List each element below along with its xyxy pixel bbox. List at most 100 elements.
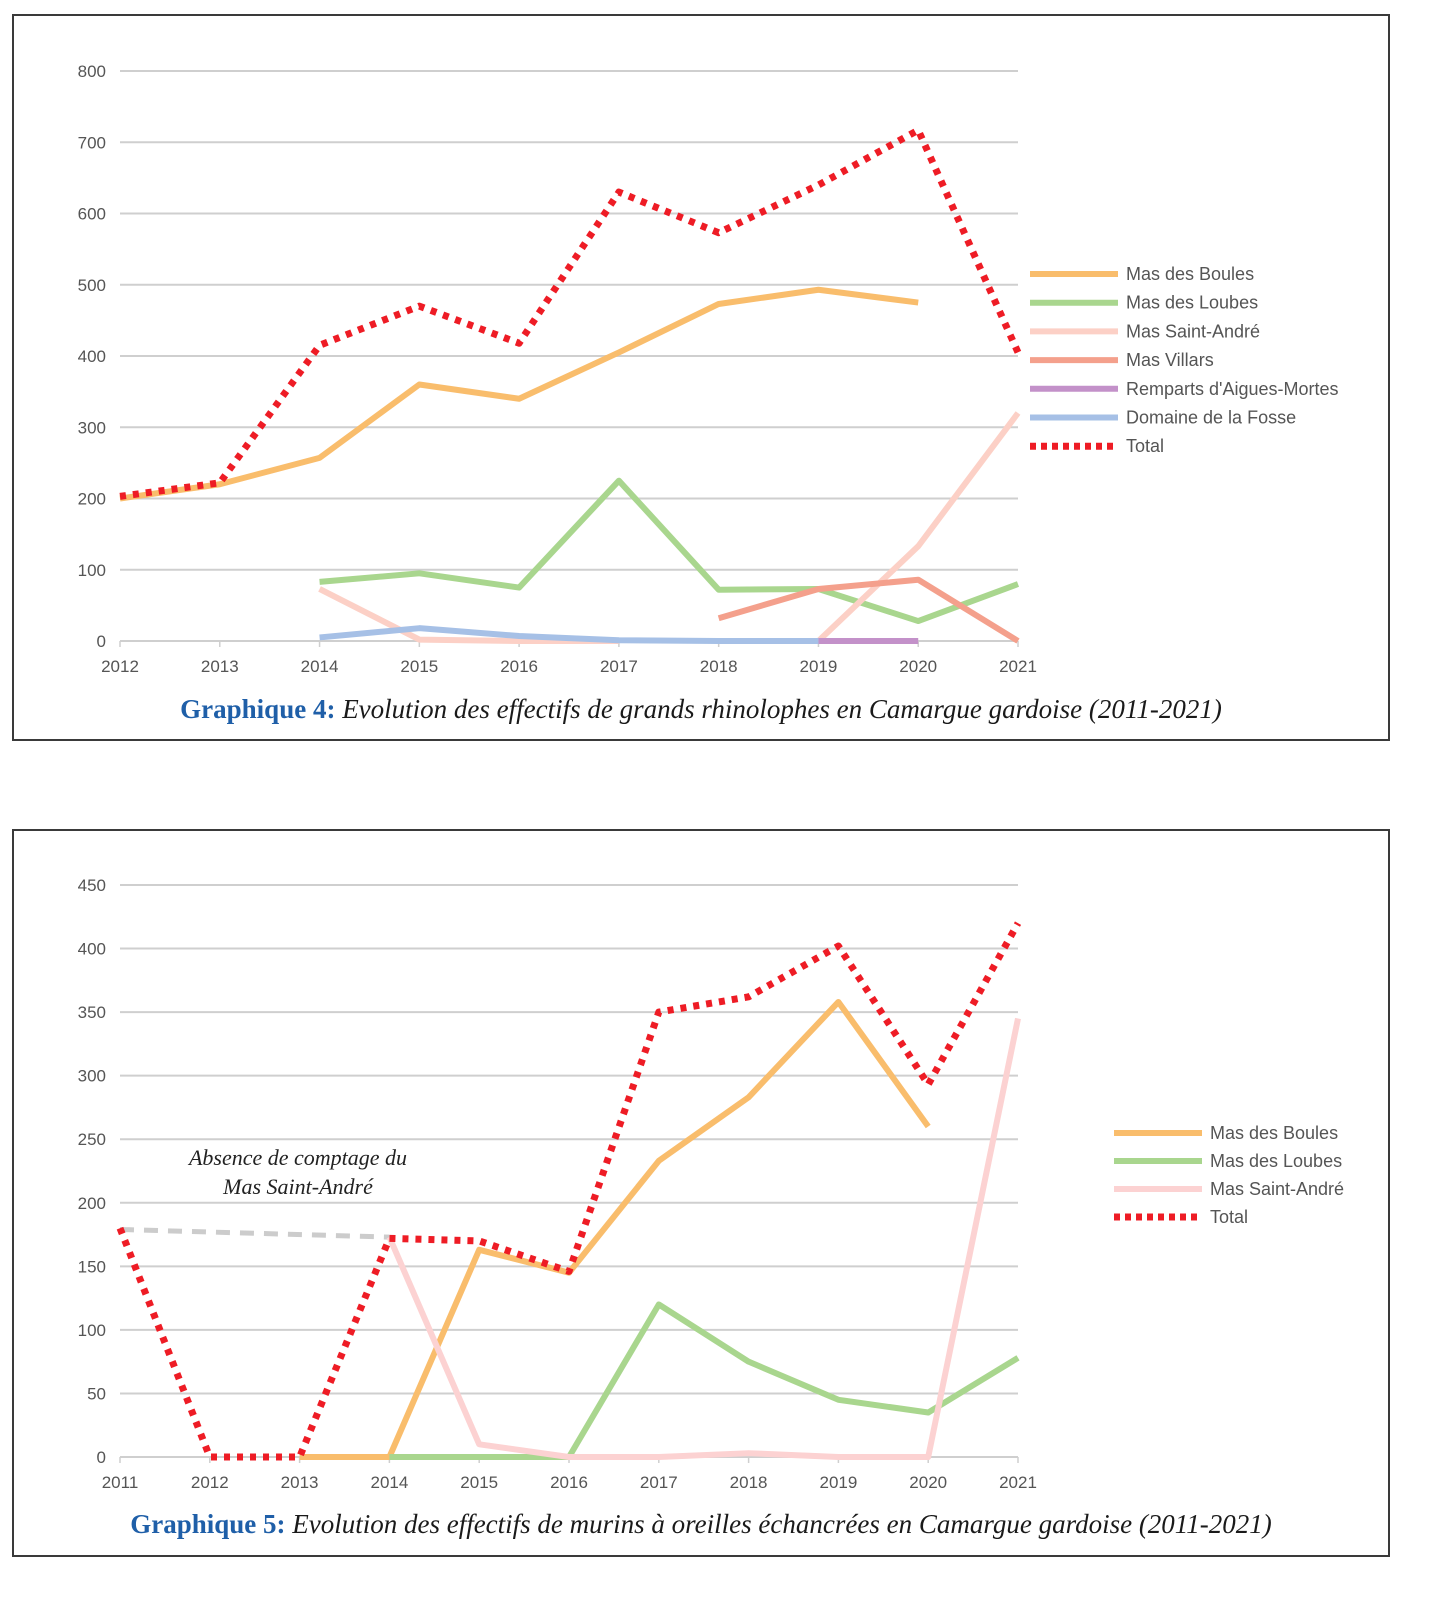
chart-5-point-total bbox=[479, 1240, 480, 1241]
chart-5-point-mas-des-loubes bbox=[658, 1304, 659, 1305]
chart-5-x-tick-label: 2014 bbox=[370, 1473, 408, 1492]
chart-5-point-total bbox=[569, 1271, 570, 1272]
chart-4-point-mas-des-loubes bbox=[319, 581, 320, 582]
chart-4-legend-item: Remparts d'Aigues-Mortes bbox=[1030, 379, 1339, 399]
chart-4-legend-label: Remparts d'Aigues-Mortes bbox=[1126, 379, 1339, 399]
chart-4-frame: 0 100 200 300 400 500 600 700 800 2012 2013 2014 201… bbox=[12, 14, 1390, 741]
chart-5-line-mas-saint-andre bbox=[386, 1017, 1021, 1460]
chart-5-legend-item: Mas des Loubes bbox=[1114, 1151, 1342, 1171]
chart-4-point-mas-villars bbox=[818, 588, 819, 589]
chart-5-y-tick-label: 300 bbox=[78, 1067, 106, 1086]
chart-4-line-mas-villars bbox=[717, 576, 1020, 644]
chart-4-legend-label: Domaine de la Fosse bbox=[1126, 408, 1296, 428]
chart-4-caption: Graphique 4: Evolution des effectifs de … bbox=[14, 694, 1388, 725]
chart-4-legend-item: Mas Saint-André bbox=[1030, 321, 1260, 341]
chart-5-point-mas-saint-andre bbox=[569, 1457, 570, 1458]
chart-4-legend-item: Total bbox=[1030, 436, 1164, 456]
chart-4-line-total bbox=[119, 126, 1022, 500]
chart-4-point-domaine-de-la-fosse bbox=[618, 640, 619, 641]
chart-4-point-mas-des-boules bbox=[818, 289, 819, 290]
chart-5-point-total bbox=[838, 946, 839, 947]
chart-4-x-tick-label: 2017 bbox=[600, 657, 638, 676]
chart-4-series-domaine-de-la-fosse bbox=[319, 625, 819, 644]
chart-4-legend-label: Mas des Boules bbox=[1126, 264, 1254, 284]
chart-4-series-mas-saint-andre bbox=[318, 411, 1021, 644]
chart-4-point-total bbox=[419, 306, 420, 307]
chart-5-x-tick-label: 2019 bbox=[819, 1473, 857, 1492]
chart-4-x-tick-label: 2016 bbox=[500, 657, 538, 676]
chart-5-y-tick-label: 250 bbox=[78, 1130, 106, 1149]
chart-4-point-mas-des-boules bbox=[419, 384, 420, 385]
chart-5-point-total bbox=[658, 1012, 659, 1013]
chart-5-point-total bbox=[120, 1228, 121, 1229]
chart-5-y-tick-label: 0 bbox=[97, 1448, 106, 1467]
chart-5-point-mas-des-loubes bbox=[479, 1457, 480, 1458]
chart-4-legend-label: Mas Villars bbox=[1126, 350, 1214, 370]
chart-4-point-total bbox=[219, 482, 220, 483]
chart-4-legend-label: Total bbox=[1126, 436, 1164, 456]
chart-5-x-tick-label: 2013 bbox=[281, 1473, 319, 1492]
chart-4-legend-label: Mas Saint-André bbox=[1126, 321, 1260, 341]
chart-4-point-mas-saint-andre bbox=[1018, 413, 1019, 414]
chart-4-y-tick-label: 600 bbox=[78, 205, 106, 224]
chart-4-series-total bbox=[119, 126, 1022, 500]
chart-5-point-mas-des-loubes bbox=[389, 1457, 390, 1458]
chart-4-point-domaine-de-la-fosse bbox=[519, 636, 520, 637]
chart-5-series-mas-des-boules bbox=[299, 998, 931, 1460]
chart-4-point-mas-des-boules bbox=[718, 303, 719, 304]
chart-4-y-tick-label: 200 bbox=[78, 490, 106, 509]
chart-5-point-mas-des-boules bbox=[658, 1160, 659, 1161]
chart-5-x-tick-label: 2015 bbox=[460, 1473, 498, 1492]
chart-4-y-tick-label: 700 bbox=[78, 133, 106, 152]
chart-4-point-total bbox=[618, 192, 619, 193]
chart-5-y-tick-label: 100 bbox=[78, 1321, 106, 1340]
chart-4-x-tick-label: 2020 bbox=[899, 657, 937, 676]
chart-4-point-domaine-de-la-fosse bbox=[818, 641, 819, 642]
chart-4-point-mas-des-boules bbox=[319, 457, 320, 458]
chart-4-caption-label: Graphique 4: bbox=[180, 694, 336, 724]
chart-4-y-tick-label: 800 bbox=[78, 62, 106, 81]
chart-5-x-tick-label: 2021 bbox=[999, 1473, 1037, 1492]
chart-4-x-tick-label: 2012 bbox=[101, 657, 139, 676]
chart-4-y-tick-label: 400 bbox=[78, 347, 106, 366]
chart-4-svg: 0 100 200 300 400 500 600 700 800 2012 2013 2014 201… bbox=[78, 62, 1339, 676]
chart-4-point-total bbox=[319, 345, 320, 346]
chart-4-x-tick-label: 2021 bbox=[999, 657, 1037, 676]
chart-5-legend-label: Mas Saint-André bbox=[1210, 1179, 1344, 1199]
chart-5-point-mas-saint-andre bbox=[748, 1453, 749, 1454]
chart-4-point-mas-des-loubes bbox=[519, 587, 520, 588]
chart-4-point-domaine-de-la-fosse bbox=[319, 637, 320, 638]
chart-5-x-tick-label: 2012 bbox=[191, 1473, 229, 1492]
chart-5-point-mas-des-boules bbox=[479, 1249, 480, 1250]
chart-4-x-tick-label: 2018 bbox=[700, 657, 738, 676]
chart-4-point-domaine-de-la-fosse bbox=[419, 628, 420, 629]
chart-4-series-mas-des-loubes bbox=[319, 477, 1020, 625]
chart-5-x-tick-label: 2011 bbox=[102, 1473, 139, 1492]
chart-5-frame: 0 50 100 150 200 250 300 350 400 450 2011 2012 2013 2… bbox=[12, 829, 1390, 1557]
chart-4-point-mas-des-loubes bbox=[419, 573, 420, 574]
chart-4-legend-item: Mas des Loubes bbox=[1030, 293, 1258, 313]
chart-5-point-mas-saint-andre bbox=[928, 1457, 929, 1458]
chart-5-svg: 0 50 100 150 200 250 300 350 400 450 2011 2012 2013 2… bbox=[78, 876, 1344, 1492]
chart-5-legend-item: Mas Saint-André bbox=[1114, 1179, 1344, 1199]
chart-5-y-tick-label: 400 bbox=[78, 940, 106, 959]
chart-5-point-total bbox=[389, 1238, 390, 1239]
chart-5-legend-label: Mas des Boules bbox=[1210, 1123, 1338, 1143]
chart-5-point-mas-des-loubes bbox=[1018, 1357, 1019, 1358]
chart-4-point-mas-saint-andre bbox=[519, 641, 520, 642]
chart-4-line-mas-saint-andre bbox=[816, 411, 1021, 644]
chart-4-point-mas-des-loubes bbox=[918, 621, 919, 622]
chart-4-series-remparts-d-aigues-mortes bbox=[818, 638, 919, 644]
chart-5-line-total bbox=[116, 921, 1022, 1461]
chart-4-line-mas-des-loubes bbox=[319, 477, 1020, 625]
chart-5-y-tick-label: 200 bbox=[78, 1194, 106, 1213]
chart-5-series-estimation-absence-de-comptage bbox=[119, 1226, 390, 1240]
chart-4-point-mas-des-loubes bbox=[718, 589, 719, 590]
chart-5-annotation-line1: Absence de comptage du bbox=[187, 1145, 407, 1170]
chart-5-x-tick-label: 2020 bbox=[909, 1473, 947, 1492]
chart-5-point-total bbox=[928, 1084, 929, 1085]
chart-5-point-mas-saint-andre bbox=[479, 1444, 480, 1445]
chart-4-point-total bbox=[918, 130, 919, 131]
chart-5-point-mas-des-loubes bbox=[928, 1412, 929, 1413]
chart-4-point-total bbox=[718, 232, 719, 233]
